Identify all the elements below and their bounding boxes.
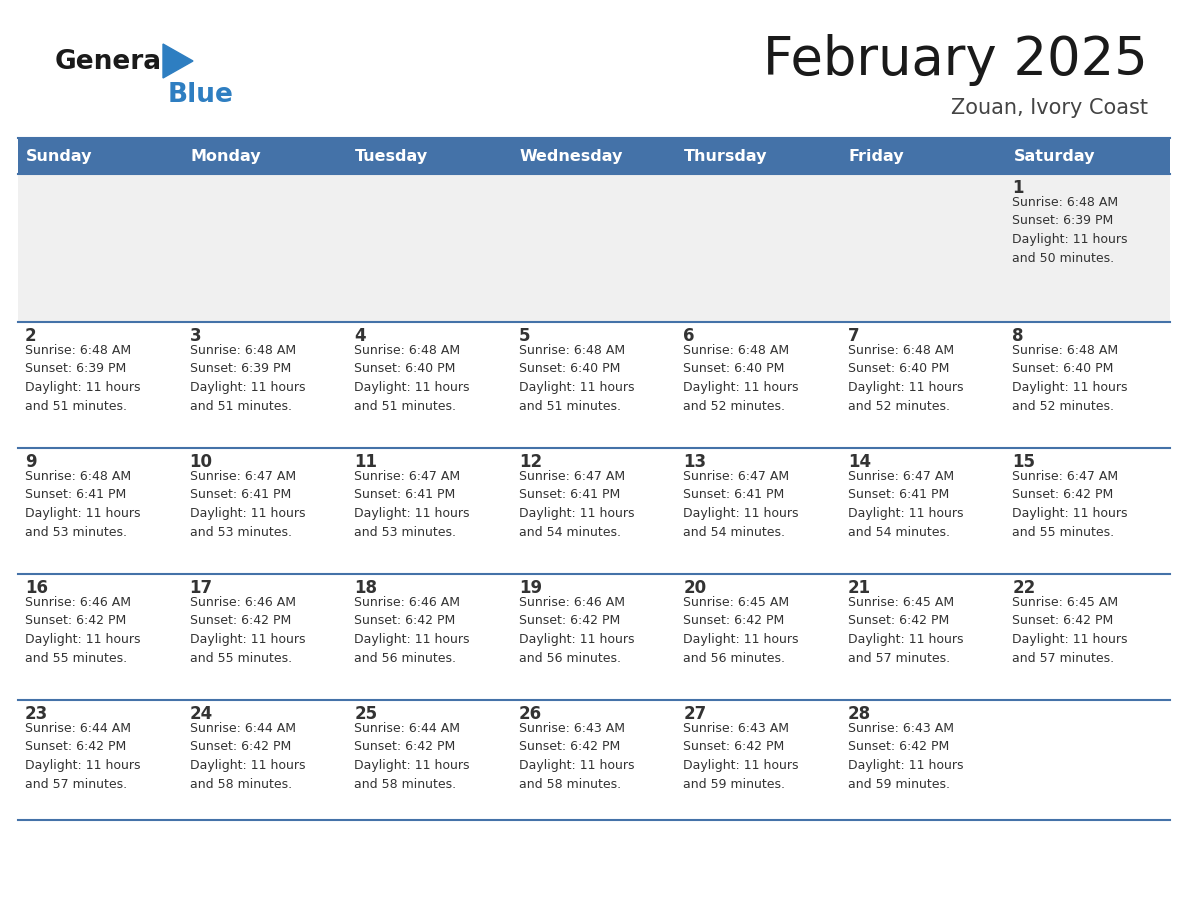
Text: Sunrise: 6:46 AM
Sunset: 6:42 PM
Daylight: 11 hours
and 55 minutes.: Sunrise: 6:46 AM Sunset: 6:42 PM Dayligh… — [25, 596, 140, 665]
Bar — [18, 322, 1170, 448]
Text: Tuesday: Tuesday — [355, 149, 428, 163]
Text: Sunrise: 6:48 AM
Sunset: 6:39 PM
Daylight: 11 hours
and 51 minutes.: Sunrise: 6:48 AM Sunset: 6:39 PM Dayligh… — [25, 344, 140, 412]
Text: Sunrise: 6:47 AM
Sunset: 6:41 PM
Daylight: 11 hours
and 54 minutes.: Sunrise: 6:47 AM Sunset: 6:41 PM Dayligh… — [683, 470, 798, 539]
Text: 12: 12 — [519, 453, 542, 471]
Text: Sunrise: 6:45 AM
Sunset: 6:42 PM
Daylight: 11 hours
and 56 minutes.: Sunrise: 6:45 AM Sunset: 6:42 PM Dayligh… — [683, 596, 798, 665]
Text: 22: 22 — [1012, 579, 1036, 597]
Text: Sunrise: 6:44 AM
Sunset: 6:42 PM
Daylight: 11 hours
and 58 minutes.: Sunrise: 6:44 AM Sunset: 6:42 PM Dayligh… — [354, 722, 469, 790]
Text: Sunrise: 6:47 AM
Sunset: 6:42 PM
Daylight: 11 hours
and 55 minutes.: Sunrise: 6:47 AM Sunset: 6:42 PM Dayligh… — [1012, 470, 1127, 539]
Text: Sunrise: 6:48 AM
Sunset: 6:40 PM
Daylight: 11 hours
and 52 minutes.: Sunrise: 6:48 AM Sunset: 6:40 PM Dayligh… — [1012, 344, 1127, 412]
Text: 14: 14 — [848, 453, 871, 471]
Bar — [18, 138, 1170, 174]
Text: Sunrise: 6:47 AM
Sunset: 6:41 PM
Daylight: 11 hours
and 53 minutes.: Sunrise: 6:47 AM Sunset: 6:41 PM Dayligh… — [354, 470, 469, 539]
Text: 5: 5 — [519, 327, 530, 345]
Text: 18: 18 — [354, 579, 377, 597]
Text: Sunrise: 6:46 AM
Sunset: 6:42 PM
Daylight: 11 hours
and 55 minutes.: Sunrise: 6:46 AM Sunset: 6:42 PM Dayligh… — [190, 596, 305, 665]
Text: 7: 7 — [848, 327, 859, 345]
Text: 26: 26 — [519, 705, 542, 723]
Text: February 2025: February 2025 — [763, 34, 1148, 86]
Text: 17: 17 — [190, 579, 213, 597]
Bar — [18, 700, 1170, 820]
Text: Sunrise: 6:48 AM
Sunset: 6:41 PM
Daylight: 11 hours
and 53 minutes.: Sunrise: 6:48 AM Sunset: 6:41 PM Dayligh… — [25, 470, 140, 539]
Text: Sunrise: 6:45 AM
Sunset: 6:42 PM
Daylight: 11 hours
and 57 minutes.: Sunrise: 6:45 AM Sunset: 6:42 PM Dayligh… — [848, 596, 963, 665]
Text: Sunrise: 6:48 AM
Sunset: 6:39 PM
Daylight: 11 hours
and 51 minutes.: Sunrise: 6:48 AM Sunset: 6:39 PM Dayligh… — [190, 344, 305, 412]
Text: Sunrise: 6:47 AM
Sunset: 6:41 PM
Daylight: 11 hours
and 53 minutes.: Sunrise: 6:47 AM Sunset: 6:41 PM Dayligh… — [190, 470, 305, 539]
Text: 19: 19 — [519, 579, 542, 597]
Text: Sunrise: 6:45 AM
Sunset: 6:42 PM
Daylight: 11 hours
and 57 minutes.: Sunrise: 6:45 AM Sunset: 6:42 PM Dayligh… — [1012, 596, 1127, 665]
Text: 10: 10 — [190, 453, 213, 471]
Text: Saturday: Saturday — [1013, 149, 1095, 163]
Text: 15: 15 — [1012, 453, 1036, 471]
Text: 9: 9 — [25, 453, 37, 471]
Text: Wednesday: Wednesday — [519, 149, 623, 163]
Text: 24: 24 — [190, 705, 213, 723]
Text: Blue: Blue — [168, 82, 234, 108]
Text: 16: 16 — [25, 579, 48, 597]
Text: Sunrise: 6:44 AM
Sunset: 6:42 PM
Daylight: 11 hours
and 57 minutes.: Sunrise: 6:44 AM Sunset: 6:42 PM Dayligh… — [25, 722, 140, 790]
Text: Friday: Friday — [849, 149, 904, 163]
Text: Sunrise: 6:46 AM
Sunset: 6:42 PM
Daylight: 11 hours
and 56 minutes.: Sunrise: 6:46 AM Sunset: 6:42 PM Dayligh… — [519, 596, 634, 665]
Text: 13: 13 — [683, 453, 707, 471]
Text: 4: 4 — [354, 327, 366, 345]
Text: Thursday: Thursday — [684, 149, 767, 163]
Text: 28: 28 — [848, 705, 871, 723]
Text: 23: 23 — [25, 705, 49, 723]
Text: Sunrise: 6:46 AM
Sunset: 6:42 PM
Daylight: 11 hours
and 56 minutes.: Sunrise: 6:46 AM Sunset: 6:42 PM Dayligh… — [354, 596, 469, 665]
Text: Sunrise: 6:43 AM
Sunset: 6:42 PM
Daylight: 11 hours
and 58 minutes.: Sunrise: 6:43 AM Sunset: 6:42 PM Dayligh… — [519, 722, 634, 790]
Text: 3: 3 — [190, 327, 201, 345]
Bar — [18, 448, 1170, 574]
Text: Sunrise: 6:48 AM
Sunset: 6:39 PM
Daylight: 11 hours
and 50 minutes.: Sunrise: 6:48 AM Sunset: 6:39 PM Dayligh… — [1012, 196, 1127, 264]
Text: Sunrise: 6:43 AM
Sunset: 6:42 PM
Daylight: 11 hours
and 59 minutes.: Sunrise: 6:43 AM Sunset: 6:42 PM Dayligh… — [683, 722, 798, 790]
Text: 2: 2 — [25, 327, 37, 345]
Text: Sunrise: 6:48 AM
Sunset: 6:40 PM
Daylight: 11 hours
and 52 minutes.: Sunrise: 6:48 AM Sunset: 6:40 PM Dayligh… — [848, 344, 963, 412]
Text: Sunrise: 6:48 AM
Sunset: 6:40 PM
Daylight: 11 hours
and 52 minutes.: Sunrise: 6:48 AM Sunset: 6:40 PM Dayligh… — [683, 344, 798, 412]
Text: Sunrise: 6:48 AM
Sunset: 6:40 PM
Daylight: 11 hours
and 51 minutes.: Sunrise: 6:48 AM Sunset: 6:40 PM Dayligh… — [354, 344, 469, 412]
Text: Sunrise: 6:43 AM
Sunset: 6:42 PM
Daylight: 11 hours
and 59 minutes.: Sunrise: 6:43 AM Sunset: 6:42 PM Dayligh… — [848, 722, 963, 790]
Polygon shape — [163, 44, 192, 78]
Text: Sunrise: 6:47 AM
Sunset: 6:41 PM
Daylight: 11 hours
and 54 minutes.: Sunrise: 6:47 AM Sunset: 6:41 PM Dayligh… — [848, 470, 963, 539]
Text: 11: 11 — [354, 453, 377, 471]
Text: 8: 8 — [1012, 327, 1024, 345]
Text: 21: 21 — [848, 579, 871, 597]
Text: 27: 27 — [683, 705, 707, 723]
Text: Monday: Monday — [190, 149, 261, 163]
Text: 6: 6 — [683, 327, 695, 345]
Text: General: General — [55, 49, 171, 75]
Text: Sunday: Sunday — [26, 149, 93, 163]
Bar — [18, 174, 1170, 322]
Bar — [18, 574, 1170, 700]
Text: Zouan, Ivory Coast: Zouan, Ivory Coast — [952, 98, 1148, 118]
Text: 1: 1 — [1012, 179, 1024, 197]
Text: Sunrise: 6:47 AM
Sunset: 6:41 PM
Daylight: 11 hours
and 54 minutes.: Sunrise: 6:47 AM Sunset: 6:41 PM Dayligh… — [519, 470, 634, 539]
Text: Sunrise: 6:48 AM
Sunset: 6:40 PM
Daylight: 11 hours
and 51 minutes.: Sunrise: 6:48 AM Sunset: 6:40 PM Dayligh… — [519, 344, 634, 412]
Text: 20: 20 — [683, 579, 707, 597]
Text: 25: 25 — [354, 705, 378, 723]
Text: Sunrise: 6:44 AM
Sunset: 6:42 PM
Daylight: 11 hours
and 58 minutes.: Sunrise: 6:44 AM Sunset: 6:42 PM Dayligh… — [190, 722, 305, 790]
